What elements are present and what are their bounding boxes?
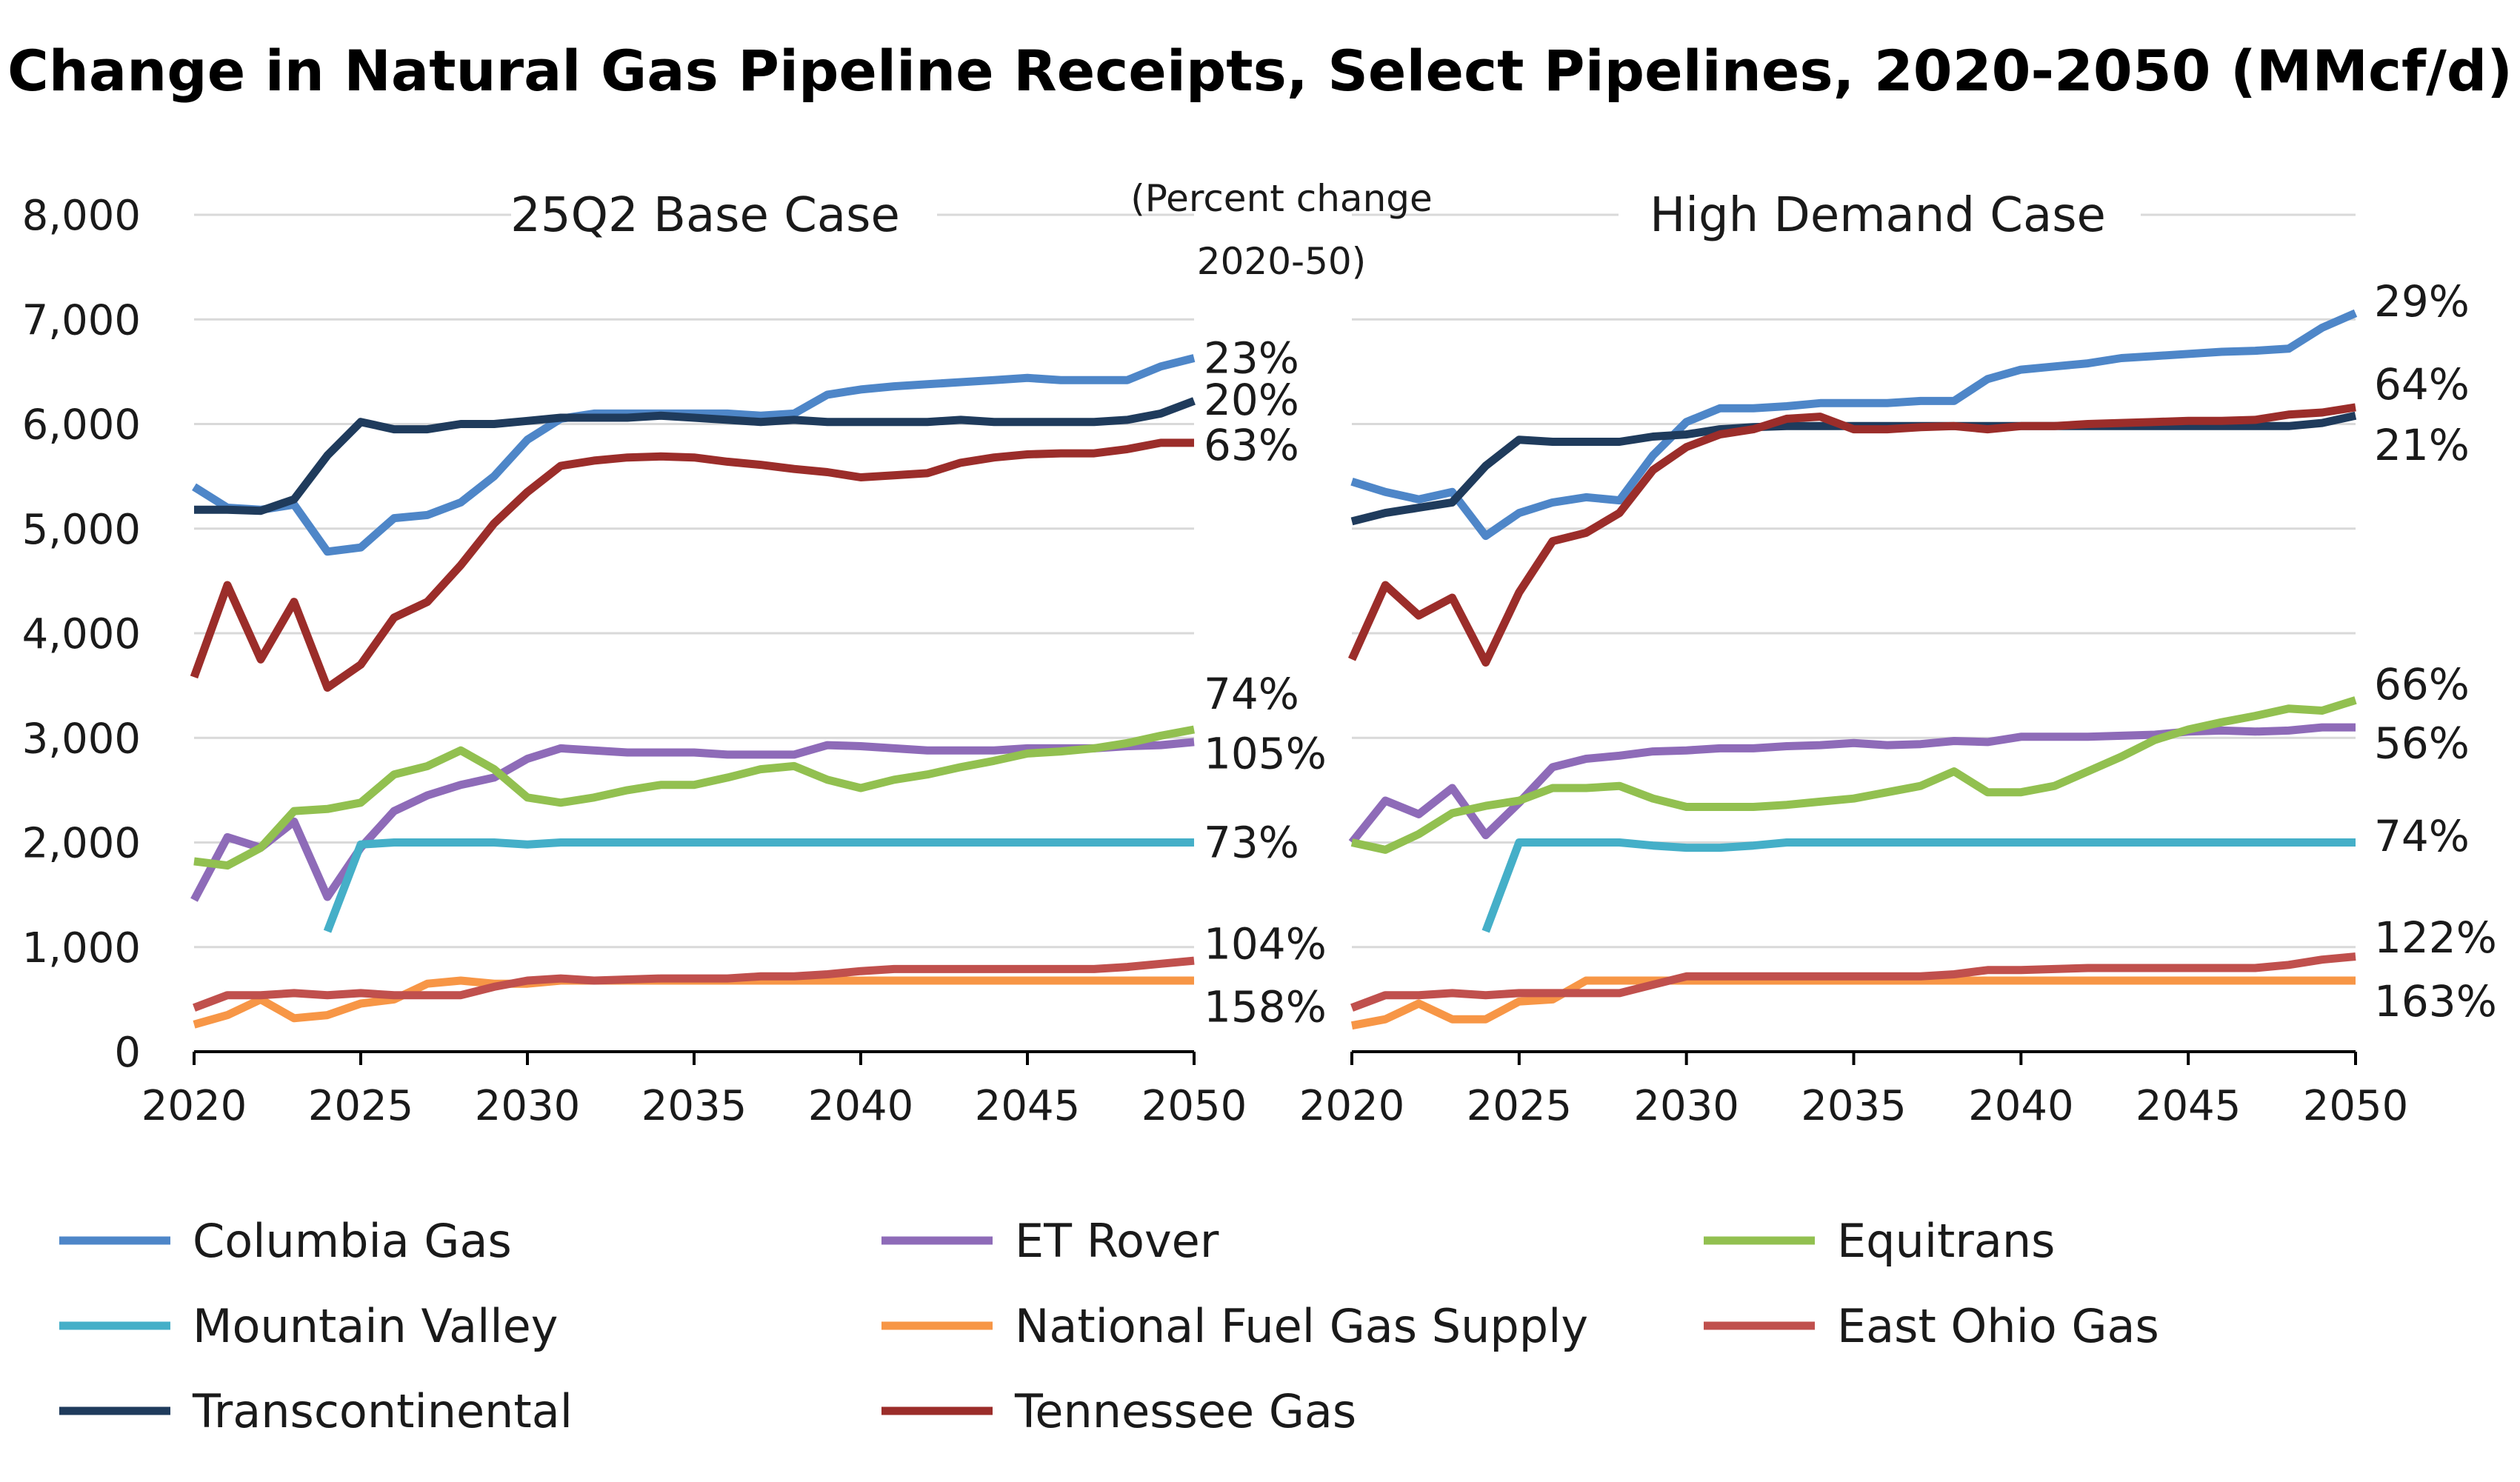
legend-label: Columbia Gas (193, 1214, 512, 1268)
legend-label: Tennessee Gas (1014, 1384, 1356, 1438)
x-tick-label: 2020 (141, 1082, 247, 1130)
series-line-transcontinental (194, 397, 1196, 515)
annotation-note-line2: 2020-50) (1197, 240, 1366, 283)
end-percent-label: 73% (1204, 818, 1299, 868)
y-tick-label: 8,000 (22, 192, 141, 240)
end-percent-label: 163% (2374, 976, 2497, 1027)
series-line-columbia-gas (1350, 309, 2358, 541)
x-tick-label: 2030 (1633, 1082, 1739, 1130)
y-tick-label: 5,000 (22, 506, 141, 554)
x-tick-label: 2025 (1467, 1082, 1573, 1130)
series-line-equitrans (1350, 696, 2357, 854)
end-percent-label: 158% (1204, 981, 1327, 1032)
end-percent-label: 20% (1204, 375, 1299, 425)
end-percent-label: 104% (1204, 919, 1327, 969)
y-tick-label: 2,000 (22, 820, 141, 868)
end-percent-label: 74% (1204, 669, 1299, 719)
legend-label: East Ohio Gas (1837, 1299, 2159, 1353)
end-percent-label: 64% (2374, 359, 2470, 410)
y-tick-label: 0 (114, 1029, 141, 1077)
end-percent-label: 63% (1204, 420, 1299, 470)
panel-title: 25Q2 Base Case (510, 188, 900, 243)
series-line-national-fuel-gas-supply (1350, 976, 2356, 1030)
legend-label: National Fuel Gas Supply (1015, 1299, 1588, 1353)
series-line-east-ohio-gas (1350, 952, 2356, 1012)
x-tick-label: 2045 (2136, 1082, 2241, 1130)
x-tick-label: 2025 (308, 1082, 414, 1130)
panel-title: High Demand Case (1650, 188, 2106, 243)
legend-label: Mountain Valley (193, 1299, 558, 1353)
end-percent-label: 29% (2374, 276, 2470, 327)
end-percent-label: 105% (1204, 728, 1327, 778)
end-percent-label: 21% (2374, 420, 2470, 470)
x-tick-label: 2040 (808, 1082, 914, 1130)
x-tick-label: 2050 (1141, 1082, 1247, 1130)
series-line-tennessee-gas (1347, 403, 2356, 667)
end-percent-label: 56% (2374, 718, 2470, 768)
legend-label: Equitrans (1837, 1214, 2055, 1268)
end-percent-label: 23% (1204, 333, 1299, 384)
y-tick-label: 1,000 (22, 924, 141, 972)
series-line-national-fuel-gas-supply (193, 976, 1194, 1029)
chart-title: Change in Natural Gas Pipeline Receipts,… (7, 38, 2513, 104)
end-percent-label: 74% (2374, 811, 2470, 861)
annotation-note-line1: (Percent change (1130, 177, 1433, 220)
y-tick-label: 3,000 (22, 715, 141, 763)
x-tick-label: 2040 (1968, 1082, 2074, 1130)
series-line-mountain-valley (1481, 838, 2356, 933)
x-tick-label: 2030 (475, 1082, 581, 1130)
series-line-tennessee-gas (190, 438, 1194, 692)
series-line-mountain-valley (323, 838, 1194, 933)
legend-label: ET Rover (1015, 1214, 1219, 1268)
x-tick-label: 2035 (1801, 1082, 1907, 1130)
x-tick-label: 2020 (1299, 1082, 1405, 1130)
x-tick-label: 2050 (2303, 1082, 2409, 1130)
legend-label: Transcontinental (192, 1384, 573, 1438)
y-tick-label: 4,000 (22, 610, 141, 658)
y-tick-label: 7,000 (22, 296, 141, 344)
series-line-equitrans (193, 725, 1196, 870)
end-percent-label: 122% (2374, 912, 2497, 963)
series-line-east-ohio-gas (193, 956, 1195, 1012)
series-line-et-rover (1348, 723, 2356, 845)
series-line-et-rover (190, 738, 1195, 902)
x-tick-label: 2045 (975, 1082, 1081, 1130)
series-line-columbia-gas (192, 354, 1196, 556)
y-tick-label: 6,000 (22, 401, 141, 450)
x-tick-label: 2035 (641, 1082, 747, 1130)
end-percent-label: 66% (2374, 659, 2470, 710)
